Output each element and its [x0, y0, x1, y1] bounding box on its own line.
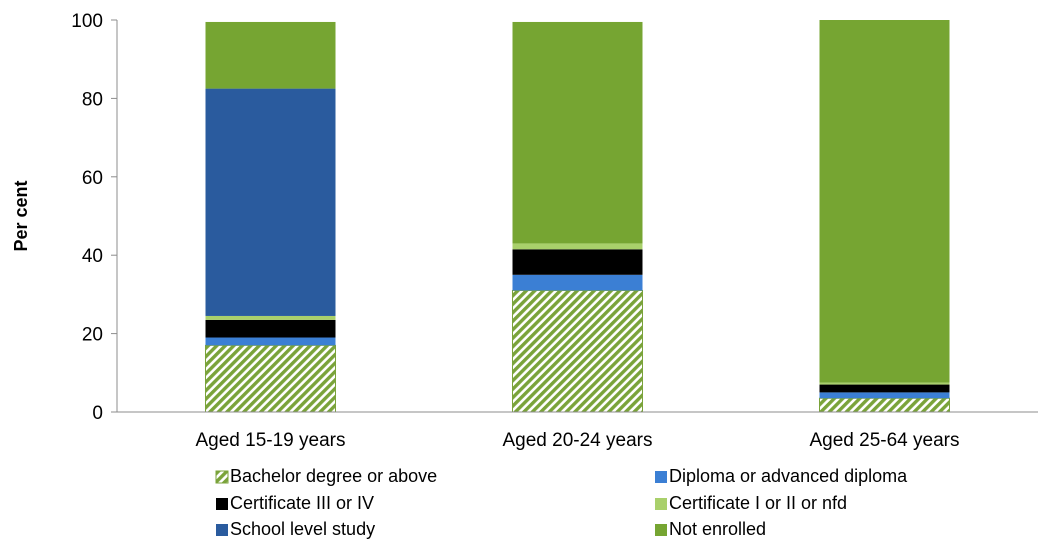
axes-layer: Aged 15-19 years Aged 20-24 years Aged 25-… — [11, 11, 1038, 451]
legend-swatch-3 — [216, 498, 228, 510]
bar-segment-1-3 — [205, 319, 336, 338]
y-axis-title: Per cent — [11, 180, 31, 251]
legend-swatch-4 — [655, 498, 667, 510]
legend-swatch-2 — [655, 471, 667, 483]
bar-segment-1-4 — [205, 315, 336, 320]
legend-swatch-6 — [655, 524, 667, 536]
legend-swatch-5 — [216, 524, 228, 536]
legend: Bachelor degree or above Diploma or advan… — [215, 466, 908, 539]
bar-segment-3-4 — [819, 382, 950, 385]
bar-segment-1-2 — [205, 337, 336, 346]
bar-segment-1-1 — [205, 344, 336, 413]
bar-segment-2-1 — [512, 289, 643, 413]
y-tick-label: 100 — [71, 11, 103, 32]
x-tick-label: Aged 20-24 years — [503, 430, 653, 451]
y-tick-label: 40 — [82, 246, 103, 267]
y-tick-label: 0 — [92, 403, 103, 424]
bars-layer — [205, 20, 950, 413]
bar-segment-2-6 — [512, 21, 643, 244]
bar-segment-2-4 — [512, 243, 643, 250]
legend-label-2: Diploma or advanced diploma — [669, 466, 908, 486]
y-tick-label: 20 — [82, 325, 103, 346]
legend-label-3: Certificate III or IV — [230, 493, 374, 513]
bar-segment-2-3 — [512, 249, 643, 275]
bar-segment-1-6 — [205, 21, 336, 89]
legend-label-1: Bachelor degree or above — [230, 466, 437, 486]
bar-segment-3-3 — [819, 384, 950, 393]
legend-swatch-1 — [215, 470, 229, 484]
y-tick-label: 60 — [82, 168, 103, 189]
bar-segment-3-2 — [819, 392, 950, 399]
y-tick-label: 80 — [82, 89, 103, 110]
bar-segment-3-1 — [819, 397, 950, 413]
x-tick-label: Aged 25-64 years — [810, 430, 960, 451]
bar-segment-3-6 — [819, 20, 950, 383]
legend-label-6: Not enrolled — [669, 519, 766, 539]
bar-segment-2-2 — [512, 274, 643, 291]
legend-label-4: Certificate I or II or nfd — [669, 493, 847, 513]
legend-label-5: School level study — [230, 519, 375, 539]
x-tick-label: Aged 15-19 years — [196, 430, 346, 451]
bar-segment-1-5 — [205, 88, 336, 316]
